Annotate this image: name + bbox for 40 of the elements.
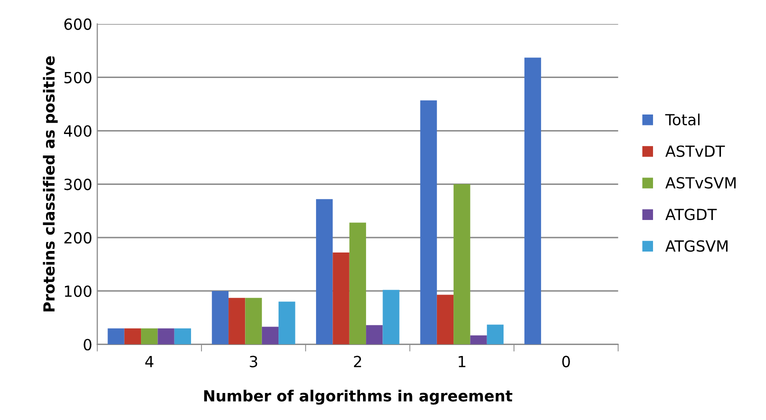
legend-label: ASTvDT [665, 145, 725, 158]
x-tick-label: 0 [562, 356, 570, 368]
legend-label: ATGSVM [665, 240, 728, 252]
bar [174, 328, 192, 344]
y-tick-label: 400 [64, 125, 92, 137]
bar [486, 324, 504, 344]
bar [124, 328, 142, 344]
y-tick-label: 600 [64, 18, 92, 30]
bar [212, 290, 229, 344]
bar [228, 298, 246, 344]
x-tick-label: 1 [458, 356, 466, 368]
y-axis-title: Proteins classified as positive [42, 56, 58, 312]
bar [278, 302, 296, 344]
x-tick-label: 4 [145, 356, 154, 368]
bar [245, 298, 262, 344]
bar [470, 335, 487, 344]
bar [436, 294, 454, 344]
bar [524, 58, 542, 344]
bar [158, 328, 174, 344]
y-tick-label: 200 [64, 232, 92, 244]
y-tick-label: 500 [64, 72, 92, 84]
bar [382, 290, 400, 344]
bar [349, 222, 366, 344]
y-tick-label: 300 [64, 178, 92, 190]
bar [332, 252, 350, 344]
bar [262, 326, 279, 344]
bar [141, 328, 158, 344]
x-tick-label: 2 [354, 356, 362, 368]
bar [366, 325, 383, 344]
bar [108, 328, 124, 344]
legend-label: Total [665, 114, 700, 126]
bar [420, 100, 437, 344]
legend-label: ATGDT [665, 208, 717, 220]
x-tick-label: 3 [250, 356, 258, 368]
x-axis-title: Number of algorithms in agreement [204, 390, 512, 405]
y-tick-label: 100 [64, 285, 92, 298]
legend-label: ASTvSVM [665, 177, 736, 189]
y-tick-label: 0 [84, 338, 92, 350]
bar [454, 184, 470, 344]
bar [316, 199, 333, 344]
